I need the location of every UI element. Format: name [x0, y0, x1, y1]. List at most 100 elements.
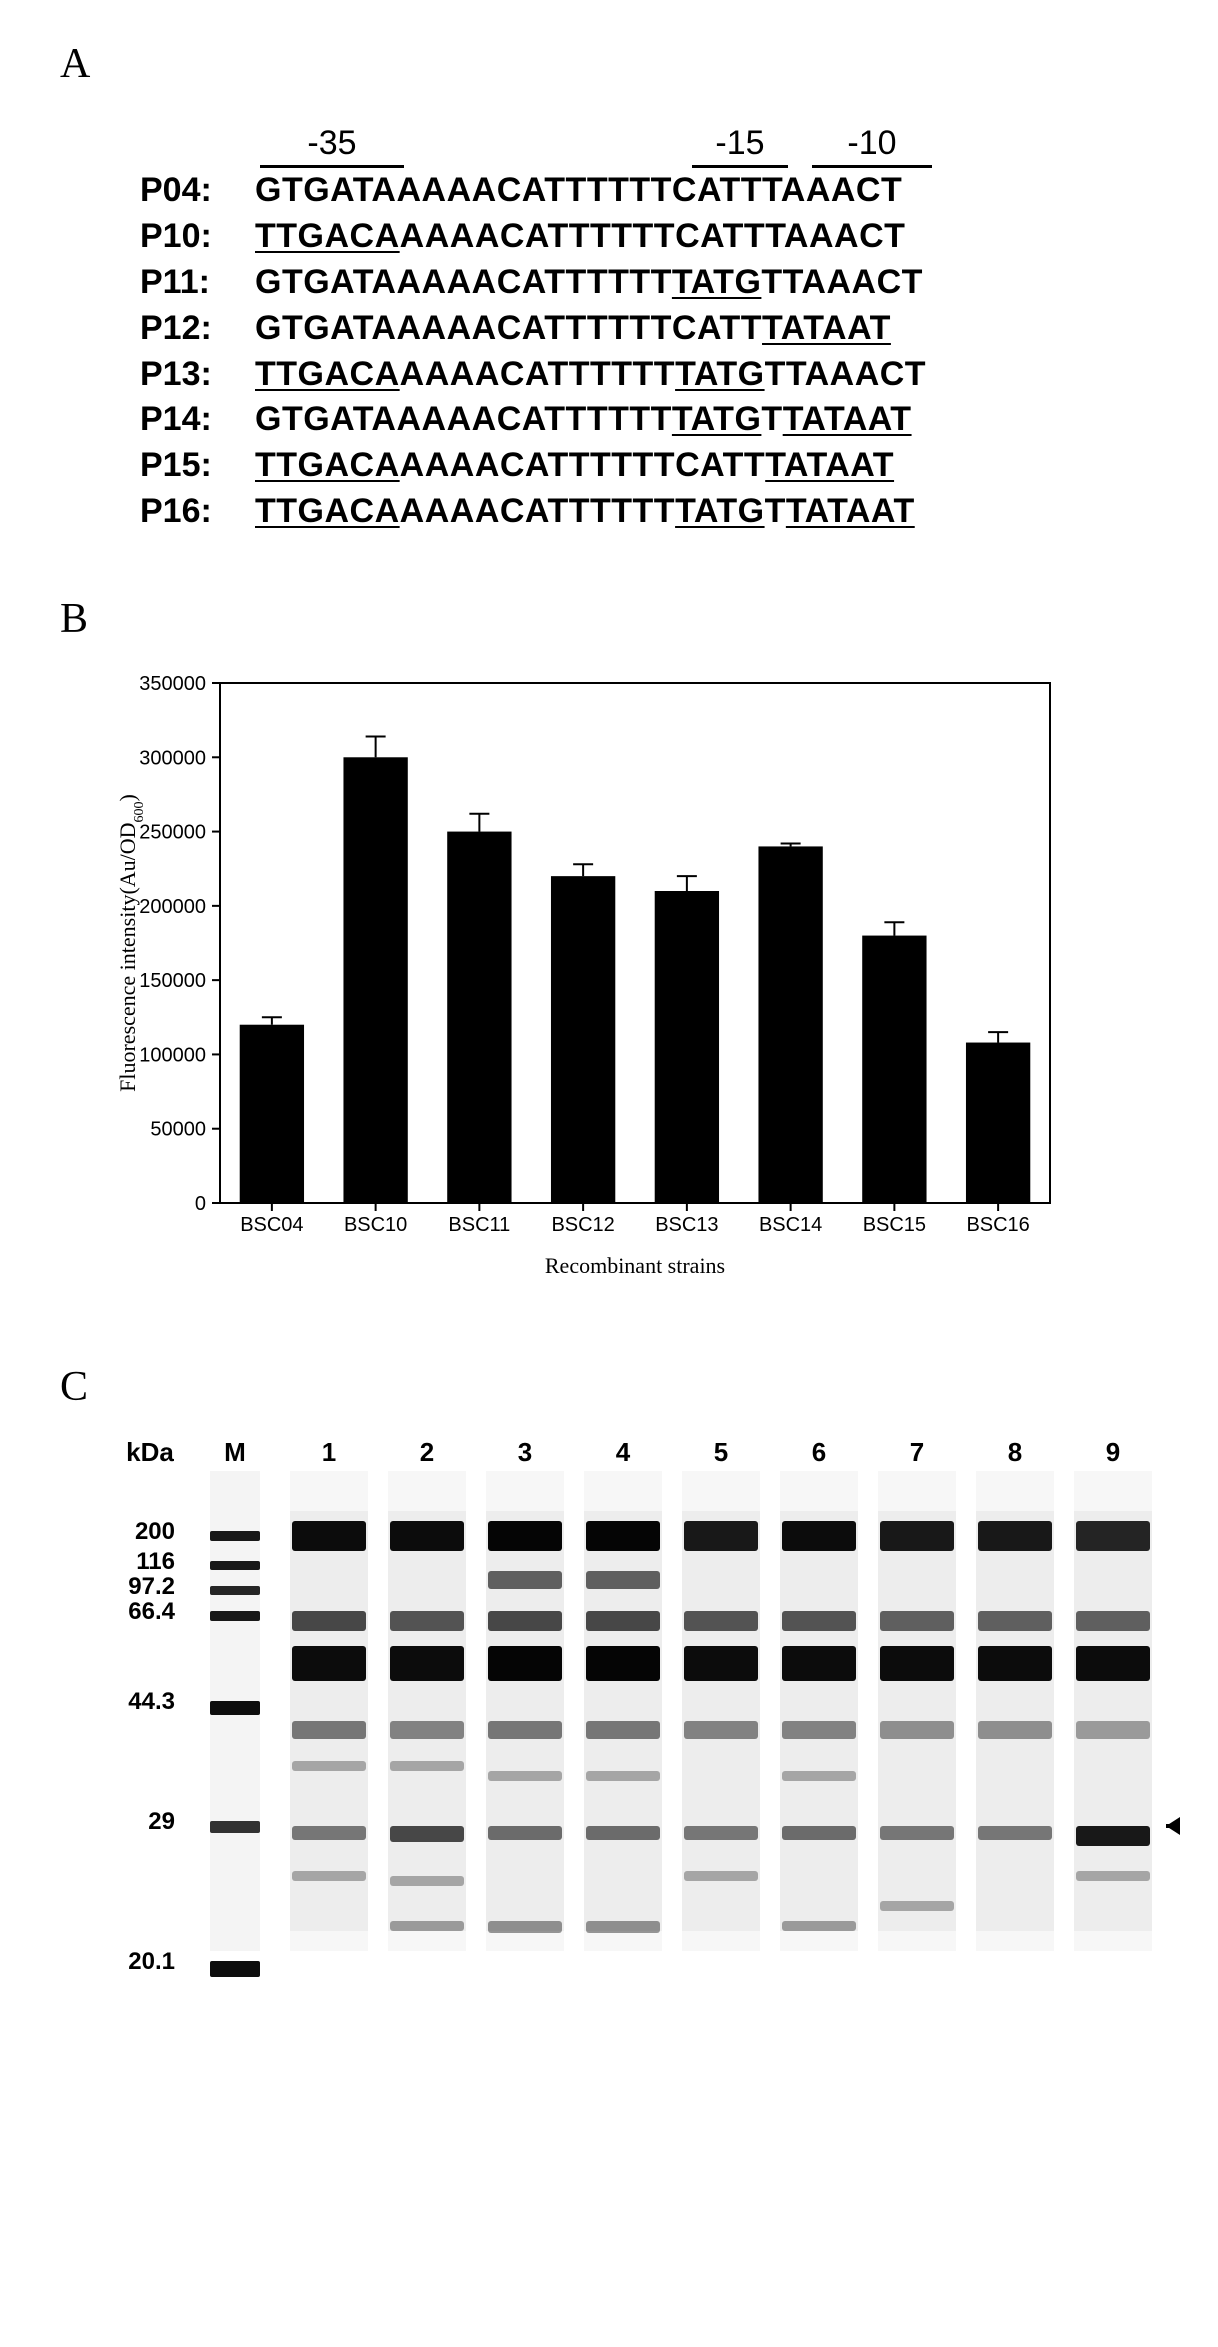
- gel-band: [292, 1826, 366, 1840]
- sequence-name: P12:: [140, 306, 255, 352]
- gel-band: [880, 1611, 954, 1631]
- svg-text:Recombinant strains: Recombinant strains: [545, 1253, 725, 1278]
- gel-band: [292, 1871, 366, 1881]
- bar-chart: 0500001000001500002000002500003000003500…: [100, 663, 1080, 1303]
- svg-text:BSC04: BSC04: [240, 1214, 303, 1236]
- sequence-name: P14:: [140, 397, 255, 443]
- region-marker: -10: [812, 124, 932, 168]
- sequence-row: P14:GTGATAAAAACATTTTTTTATGTTATAAT: [140, 397, 1158, 443]
- gel-band: [390, 1646, 464, 1681]
- gel-band: [782, 1721, 856, 1739]
- gel-band: [586, 1571, 660, 1589]
- sequence-row: P04:GTGATAAAAACATTTTTTCATTTAAACT: [140, 168, 1158, 214]
- bar: [862, 936, 926, 1203]
- region-label: -35: [307, 124, 356, 163]
- sequence-row: P11:GTGATAAAAACATTTTTTTATGTTAAACT: [140, 260, 1158, 306]
- region-label: -15: [715, 124, 764, 163]
- gel-band: [684, 1521, 758, 1551]
- svg-text:250000: 250000: [139, 822, 206, 844]
- sequence-row: P10:TTGACAAAAACATTTTTTCATTTAAACT: [140, 214, 1158, 260]
- gel-band: [488, 1521, 562, 1551]
- gel-band: [1076, 1826, 1150, 1846]
- bar: [966, 1043, 1030, 1203]
- region-label: -10: [847, 124, 896, 163]
- panel-b: B 05000010000015000020000025000030000035…: [60, 595, 1158, 1303]
- sequence-text: TTGACAAAAACATTTTTTTATGTTATAAT: [255, 489, 915, 535]
- gel-band: [586, 1521, 660, 1551]
- bar: [240, 1025, 304, 1203]
- gel-band: [586, 1721, 660, 1739]
- region-marker: -35: [260, 124, 404, 168]
- panel-a: A -35 -15 -10 P04:GTGATAAAAACATTTTTTCATTTA…: [60, 40, 1158, 535]
- gel-band: [390, 1611, 464, 1631]
- svg-text:2: 2: [420, 1437, 434, 1467]
- gel-image: kDaM12345678920011697.266.444.32920.1: [80, 1431, 1158, 1996]
- gel-band: [488, 1646, 562, 1681]
- gel-band: [1076, 1871, 1150, 1881]
- panel-c-label: C: [60, 1363, 1158, 1411]
- arrow-icon: [1166, 1817, 1180, 1835]
- svg-text:9: 9: [1106, 1437, 1120, 1467]
- gel-band: [782, 1921, 856, 1931]
- sequence-name: P10:: [140, 214, 255, 260]
- sequence-row: P16:TTGACAAAAACATTTTTTTATGTTATAAT: [140, 489, 1158, 535]
- gel-band: [390, 1826, 464, 1842]
- gel-band: [782, 1646, 856, 1681]
- svg-text:BSC15: BSC15: [863, 1214, 926, 1236]
- svg-text:3: 3: [518, 1437, 532, 1467]
- svg-text:300000: 300000: [139, 747, 206, 769]
- svg-text:1: 1: [322, 1437, 336, 1467]
- gel-band: [684, 1611, 758, 1631]
- sequence-text: TTGACAAAAACATTTTTTCATTTAAACT: [255, 214, 905, 260]
- sequence-block: -35 -15 -10 P04:GTGATAAAAACATTTTTTCATTTAAA…: [140, 108, 1158, 535]
- sequence-row: P15:TTGACAAAAACATTTTTTCATTTATAAT: [140, 443, 1158, 489]
- svg-text:kDa: kDa: [126, 1437, 174, 1467]
- gel-band: [978, 1611, 1052, 1631]
- gel-band: [684, 1721, 758, 1739]
- bar: [551, 876, 615, 1203]
- gel-band: [586, 1646, 660, 1681]
- sequence-name: P15:: [140, 443, 255, 489]
- svg-text:100000: 100000: [139, 1045, 206, 1067]
- svg-text:6: 6: [812, 1437, 826, 1467]
- gel-band: [1076, 1646, 1150, 1681]
- gel-band: [390, 1761, 464, 1771]
- svg-text:0: 0: [195, 1193, 206, 1215]
- svg-text:BSC14: BSC14: [759, 1214, 822, 1236]
- gel-band: [488, 1611, 562, 1631]
- svg-text:150000: 150000: [139, 970, 206, 992]
- svg-text:200000: 200000: [139, 896, 206, 918]
- panel-c: C kDaM12345678920011697.266.444.32920.1: [60, 1363, 1158, 1996]
- gel-band: [488, 1771, 562, 1781]
- gel-band: [390, 1921, 464, 1931]
- sequence-text: TTGACAAAAACATTTTTTCATTTATAAT: [255, 443, 894, 489]
- gel-band: [978, 1826, 1052, 1840]
- panel-a-label: A: [60, 40, 1158, 88]
- gel-band: [1076, 1521, 1150, 1551]
- gel-band: [390, 1876, 464, 1886]
- gel-band: [292, 1521, 366, 1551]
- svg-text:7: 7: [910, 1437, 924, 1467]
- sequence-name: P04:: [140, 168, 255, 214]
- region-marker: -15: [692, 124, 788, 168]
- gel-band: [390, 1521, 464, 1551]
- sequence-name: P13:: [140, 352, 255, 398]
- svg-text:97.2: 97.2: [128, 1573, 175, 1600]
- svg-text:BSC10: BSC10: [344, 1214, 407, 1236]
- svg-text:M: M: [224, 1437, 246, 1467]
- svg-text:116: 116: [136, 1548, 175, 1575]
- gel-band: [782, 1771, 856, 1781]
- svg-text:350000: 350000: [139, 673, 206, 695]
- gel-band: [782, 1521, 856, 1551]
- gel-band: [978, 1521, 1052, 1551]
- gel-band: [488, 1571, 562, 1589]
- sequence-row: P13:TTGACAAAAACATTTTTTTATGTTAAACT: [140, 352, 1158, 398]
- gel-band: [292, 1646, 366, 1681]
- gel-band: [880, 1646, 954, 1681]
- gel-band: [292, 1611, 366, 1631]
- gel-band: [586, 1826, 660, 1840]
- gel-band: [586, 1771, 660, 1781]
- svg-text:44.3: 44.3: [128, 1688, 175, 1715]
- gel-band: [1076, 1721, 1150, 1739]
- sequence-text: GTGATAAAAACATTTTTTTATGTTAAACT: [255, 260, 923, 306]
